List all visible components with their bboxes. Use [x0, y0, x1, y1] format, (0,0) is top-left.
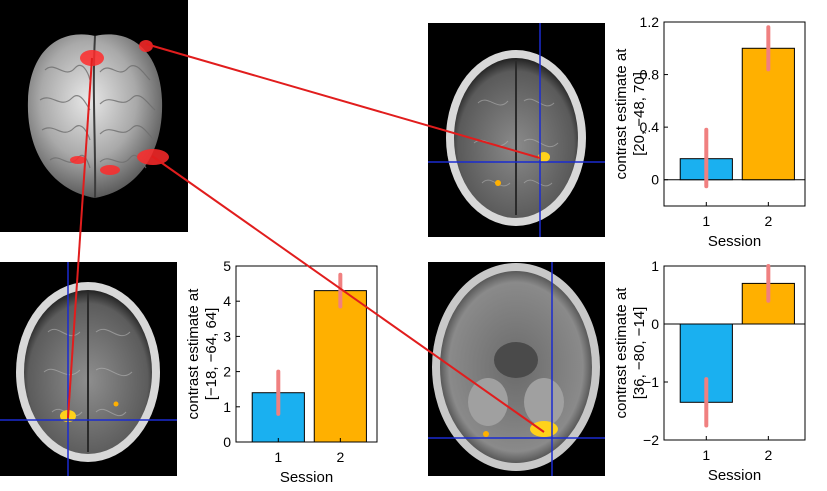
y-tick-label: 0.8: [640, 67, 660, 83]
y-tick-label: 0.4: [640, 119, 660, 135]
y-tick-label: 2: [223, 364, 231, 380]
y-tick-label: 4: [223, 293, 231, 309]
y-tick-label: 1: [651, 258, 659, 274]
axial-slice-top-right: [428, 23, 605, 237]
plot-frame: [663, 21, 806, 207]
y-tick-label: 0: [223, 434, 231, 450]
y-axis-label-line1: contrast estimate at: [185, 288, 202, 420]
x-axis-label: Session: [280, 469, 333, 486]
axial-slice-bottom-right: [428, 262, 605, 476]
bar-chart-bottom-right: −2 −1 0 1 1 2 Session contrast estimate at [36, …: [610, 258, 820, 486]
x-tick-label: 1: [702, 447, 710, 463]
x-tick-label: 2: [336, 449, 344, 465]
y-tick-label: 3: [223, 328, 231, 344]
x-tick-label: 1: [274, 449, 282, 465]
y-tick-label: −1: [643, 374, 659, 390]
x-tick-label: 2: [764, 447, 772, 463]
y-tick-label: 0: [651, 172, 659, 188]
y-tick-label: 0: [651, 316, 659, 332]
x-axis-label: Session: [708, 467, 761, 484]
y-tick-label: −2: [643, 432, 659, 448]
plot-frame: [663, 265, 806, 441]
y-axis-label-line1: contrast estimate at: [613, 287, 630, 419]
y-axis-label-line2: [−18, −64, 64]: [203, 308, 220, 401]
y-axis-label-line2: [36, −80, −14]: [631, 307, 648, 400]
x-tick-label: 2: [764, 213, 772, 229]
bar-session-2: [313, 290, 367, 443]
y-tick-label: 5: [223, 258, 231, 274]
x-axis-label: Session: [708, 233, 761, 250]
y-tick-label: 1: [223, 399, 231, 415]
bar-chart-bottom-left: 0 1 2 3 4 5 1 2 Session contrast estimate at [−18,…: [182, 258, 392, 486]
brain-3d-render: [0, 0, 188, 232]
bar-chart-top: 0 0.4 0.8 1.2 1 2 Session contrast estimate at[…: [610, 8, 820, 250]
y-axis-label-line2: [20, −48, 70]: [631, 72, 648, 156]
y-tick-label: 1.2: [640, 14, 660, 30]
axial-slice-bottom-left: [0, 262, 177, 476]
x-tick-label: 1: [702, 213, 710, 229]
y-axis-label-line1: contrast estimate at: [613, 48, 630, 180]
